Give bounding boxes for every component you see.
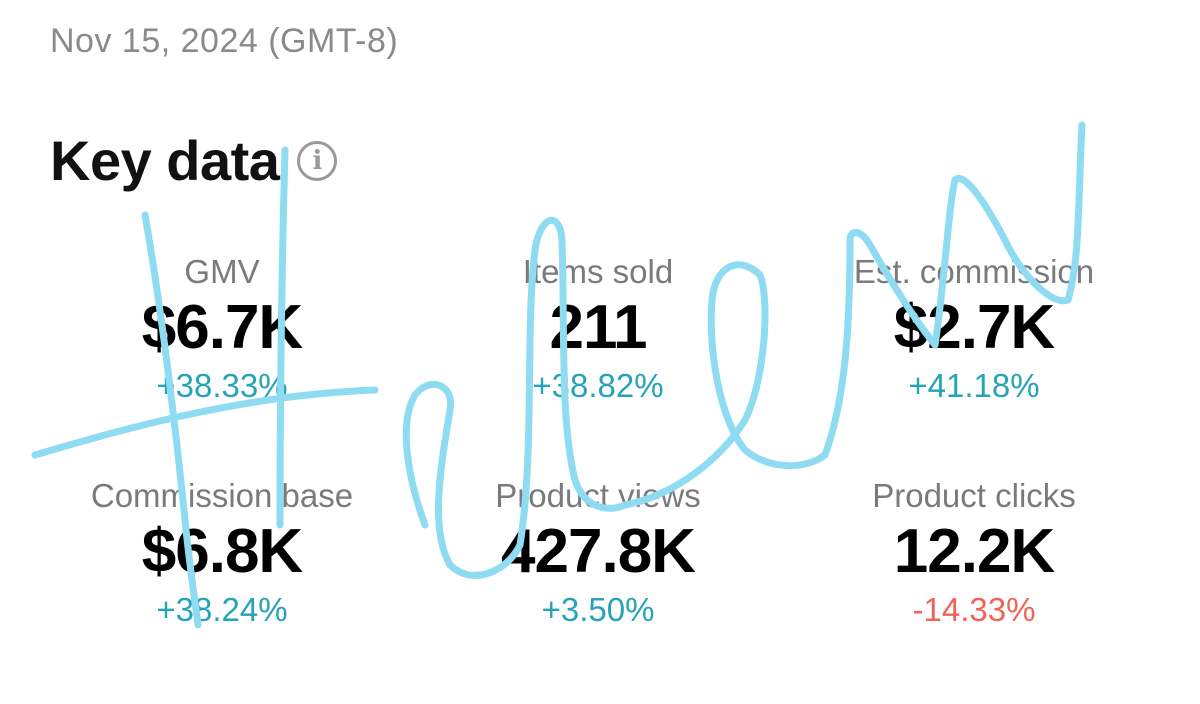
metric-product-clicks[interactable]: Product clicks 12.2K -14.33% bbox=[784, 476, 1164, 632]
metric-value: 427.8K bbox=[501, 517, 696, 586]
metric-delta: +3.50% bbox=[541, 591, 655, 628]
metric-label: Commission base bbox=[90, 477, 354, 514]
metric-delta: +38.33% bbox=[156, 367, 288, 404]
section-title: Key data bbox=[50, 129, 280, 192]
date-label: Nov 15, 2024 (GMT-8) bbox=[50, 22, 399, 60]
metric-value: 211 bbox=[549, 293, 647, 362]
metric-value: $2.7K bbox=[893, 293, 1055, 362]
section-header: Key data i bbox=[50, 128, 338, 193]
metric-label: Product views bbox=[495, 477, 701, 514]
metric-delta: +38.24% bbox=[156, 591, 288, 628]
metric-delta: +38.82% bbox=[532, 367, 664, 404]
metric-delta: -14.33% bbox=[912, 591, 1036, 628]
metric-product-views[interactable]: Product views 427.8K +3.50% bbox=[408, 476, 788, 632]
metric-label: Items sold bbox=[522, 253, 674, 290]
metric-commission-base[interactable]: Commission base $6.8K +38.24% bbox=[32, 476, 412, 632]
metric-label: Product clicks bbox=[872, 477, 1076, 514]
metric-est-commission[interactable]: Est. commission $2.7K +41.18% bbox=[784, 252, 1164, 408]
metric-label: Est. commission bbox=[853, 253, 1095, 290]
metric-items-sold[interactable]: Items sold 211 +38.82% bbox=[408, 252, 788, 408]
info-icon[interactable]: i bbox=[297, 140, 338, 181]
metric-value: 12.2K bbox=[893, 517, 1055, 586]
metric-value: $6.7K bbox=[141, 293, 303, 362]
metric-label: GMV bbox=[184, 253, 260, 290]
metric-value: $6.8K bbox=[141, 517, 303, 586]
metric-delta: +41.18% bbox=[908, 367, 1040, 404]
metric-gmv[interactable]: GMV $6.7K +38.33% bbox=[32, 252, 412, 408]
